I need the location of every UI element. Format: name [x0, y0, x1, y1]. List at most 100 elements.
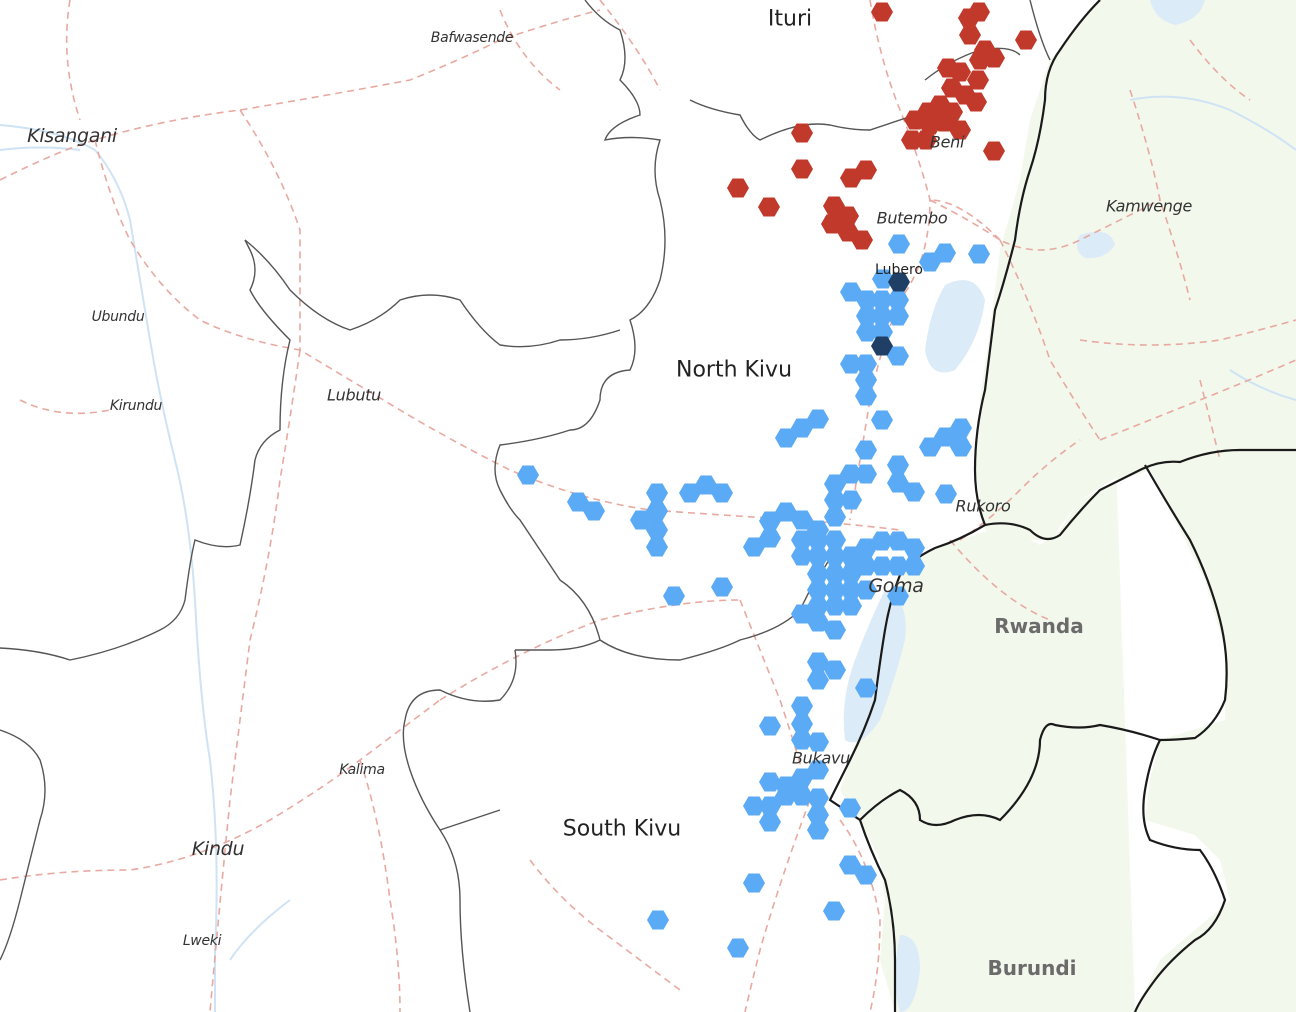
hexbin-cell: [824, 546, 846, 566]
hexbin-cell: [983, 141, 1005, 161]
hexbin-cell: [743, 537, 765, 557]
hexbin-cell: [887, 473, 909, 493]
hexbin-cell: [840, 354, 862, 374]
hexbin-cell: [807, 732, 829, 752]
hexbin-cell: [807, 612, 829, 632]
international-border: [828, 0, 1296, 1012]
hexbin-cell: [871, 290, 893, 310]
hexbin-cell: [887, 455, 909, 475]
hexbin-cell: [950, 437, 972, 457]
hexbin-cell: [887, 556, 909, 576]
hexbin-cell: [871, 556, 893, 576]
lake-kivu: [843, 590, 906, 743]
hexbin-cell: [840, 580, 862, 600]
hexbin-cell: [824, 564, 846, 584]
hexbin-cell: [775, 786, 797, 806]
hexbin-cell: [855, 370, 877, 390]
lake-george: [1076, 231, 1115, 259]
hexbin-cell: [711, 483, 733, 503]
hexbin-cell: [950, 418, 972, 438]
hexbin-cell: [969, 50, 991, 70]
hexbin-cell: [855, 865, 877, 885]
hexbin-cell: [855, 538, 877, 558]
hexbin-cell: [823, 196, 845, 216]
hexbin-cell: [968, 2, 990, 22]
uganda-land: [975, 0, 1296, 540]
hexbin-cell: [823, 901, 845, 921]
hexbin-cell: [967, 70, 989, 90]
hexbin-cell: [840, 596, 862, 616]
hexbin-cell: [840, 282, 862, 302]
hexbin-cell: [837, 206, 859, 226]
hexbin-cell: [871, 531, 893, 551]
hexbin-cell: [517, 465, 539, 485]
hexbin-cell: [791, 730, 813, 750]
hexbin-cell: [965, 92, 987, 112]
hexbin-cell: [855, 354, 877, 374]
hexbin-cell: [807, 670, 829, 690]
hexbin-cell: [855, 160, 877, 180]
hexbin-cell: [871, 2, 893, 22]
lake-albert: [1150, 0, 1205, 25]
hexbin-cell: [856, 306, 878, 326]
hexbin-cell: [791, 418, 813, 438]
hexbin-cell: [711, 577, 733, 597]
hexbin-cell: [855, 440, 877, 460]
hexbin-cell: [758, 197, 780, 217]
hexbin-cell: [855, 556, 877, 576]
hexbin-cell: [934, 427, 956, 447]
hexbin-cell: [791, 159, 813, 179]
hexbin-cell: [807, 760, 829, 780]
hex-cluster-blue: [517, 234, 990, 958]
hexbin-cell: [840, 168, 862, 188]
hexbin-cell: [775, 428, 797, 448]
hexbin-cell: [727, 938, 749, 958]
hexbin-cell: [856, 322, 878, 342]
hexbin-cell: [743, 873, 765, 893]
hexbin-cell: [807, 580, 829, 600]
hexbin-cell: [887, 290, 909, 310]
hex-cluster-dark: [871, 272, 910, 356]
hexbin-cell: [647, 910, 669, 930]
hexbin-cell: [759, 796, 781, 816]
hexbin-cell: [775, 502, 797, 522]
hexbin-cell: [887, 306, 909, 326]
hexbin-cell: [807, 805, 829, 825]
hexbin-cell: [791, 546, 813, 566]
hexbin-cell: [871, 336, 893, 356]
hexbin-cell: [824, 507, 846, 527]
lake-tanganyika: [895, 935, 920, 1012]
province-borders: [0, 0, 1051, 1012]
hexbin-cell: [871, 306, 893, 326]
hexbin-cell: [791, 714, 813, 734]
hexbin-cell: [1015, 30, 1037, 50]
hexbin-cell: [903, 538, 925, 558]
hexbin-cell: [919, 437, 941, 457]
hexbin-cell: [807, 409, 829, 429]
hexbin-cell: [727, 178, 749, 198]
hexbin-cell: [807, 652, 829, 672]
hexbin-cell: [901, 130, 923, 150]
hexbin-cell: [679, 483, 701, 503]
hexbin-cell: [807, 546, 829, 566]
hexbin-cell: [855, 678, 877, 698]
hexbin-cell: [887, 531, 909, 551]
hexbin-cell: [840, 564, 862, 584]
hexbin-cell: [807, 530, 829, 550]
hexbin-cell: [824, 530, 846, 550]
lake-edward: [925, 280, 985, 373]
hexbin-cell: [807, 820, 829, 840]
hexbin-cell: [840, 490, 862, 510]
hexbin-cell: [824, 474, 846, 494]
hexbin-cell: [903, 556, 925, 576]
hexbin-cell: [567, 492, 589, 512]
hexbin-cell: [934, 243, 956, 263]
hexbin-cell: [840, 464, 862, 484]
hexbin-cell: [855, 464, 877, 484]
hexbin-cell: [646, 501, 668, 521]
hexbin-cell: [824, 620, 846, 640]
hexbin-cell: [903, 482, 925, 502]
hexbin-cell: [791, 510, 813, 530]
hexbin-cell: [807, 788, 829, 808]
